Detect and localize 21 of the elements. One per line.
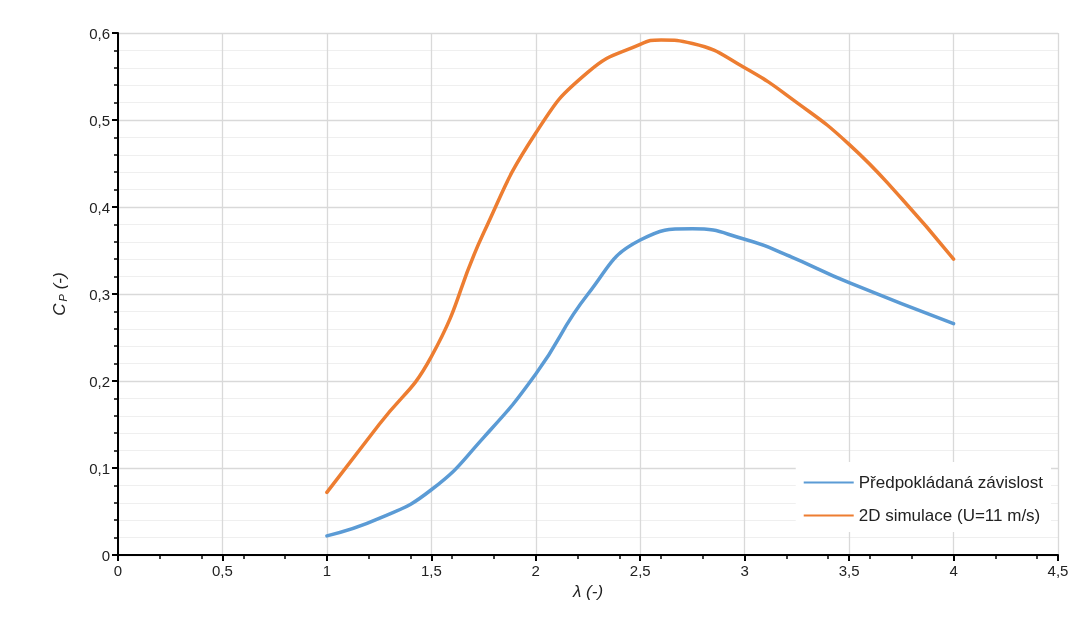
x-tick-label: 1 <box>322 562 332 579</box>
x-tick-label: 0,5 <box>212 562 233 579</box>
y-tick-label: 0,4 <box>89 198 110 216</box>
y-tick-label: 0,6 <box>89 24 110 42</box>
x-tick-label: 3 <box>740 562 749 579</box>
x-tick-label: 4,5 <box>1047 562 1069 579</box>
x-tick-label: 2,5 <box>629 562 651 579</box>
y-tick-label: 0,2 <box>89 372 110 390</box>
legend-label: 2D simulace (U=11 m/s) <box>858 506 1041 525</box>
y-tick-label: 0 <box>101 546 110 564</box>
legend-label: Předpokládaná závislost <box>858 473 1044 492</box>
x-axis-title: λ (-) <box>571 581 604 601</box>
y-tick-label: 0,5 <box>89 111 110 129</box>
y-tick-label: 0,1 <box>89 459 110 477</box>
x-tick-label: 1,5 <box>420 562 442 579</box>
y-tick-label: 0,3 <box>89 285 110 303</box>
y-axis-title: CP (-) <box>50 272 69 316</box>
x-tick-label: 0 <box>113 562 123 579</box>
x-tick-label: 4 <box>949 562 958 579</box>
x-tick-label: 2 <box>531 562 540 579</box>
x-tick-label: 3,5 <box>838 562 860 579</box>
